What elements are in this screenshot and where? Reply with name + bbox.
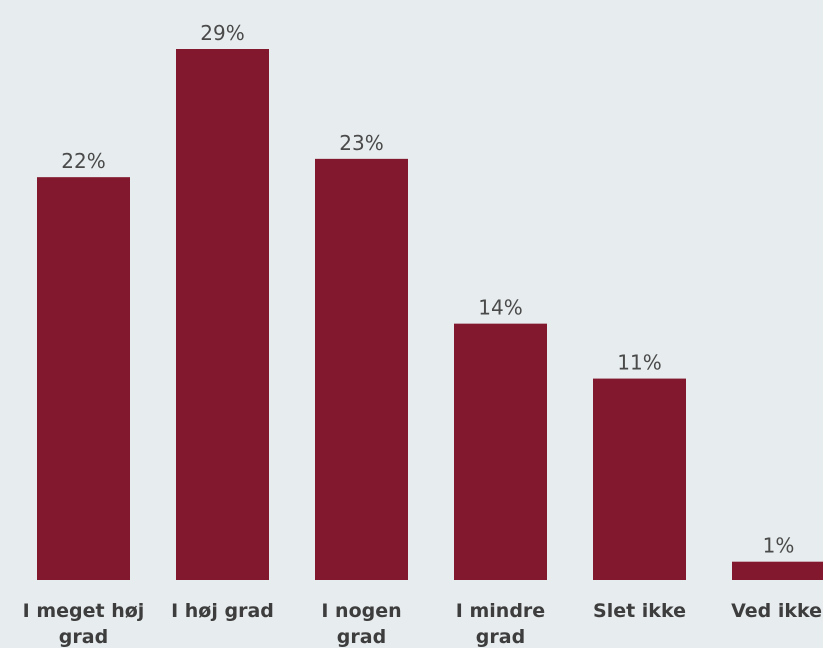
category-label-2-line-0: I nogen <box>321 600 401 622</box>
category-label-3-line-0: I mindre <box>456 600 545 622</box>
value-label-2: 23% <box>339 131 383 155</box>
category-label-0: I meget høj grad <box>23 600 145 648</box>
value-label-1: 29% <box>200 21 244 45</box>
category-label-2-line-1: grad <box>337 626 386 648</box>
bar-2 <box>315 158 408 581</box>
category-label-3: I mindre grad <box>456 600 545 648</box>
category-label-4-line-0: Slet ikke <box>593 600 686 622</box>
category-label-2: I nogen grad <box>321 600 401 648</box>
category-label-5: Ved ikke <box>731 600 822 622</box>
category-label-0-line-0: I meget høj <box>23 600 145 622</box>
category-label-5-line-0: Ved ikke <box>731 600 822 622</box>
bar-5 <box>732 561 823 580</box>
bar-1 <box>176 49 269 580</box>
value-label-5: 1% <box>763 534 795 558</box>
value-label-4: 11% <box>617 351 661 375</box>
value-label-group: 22% 29% 23% 14% 11% 1% <box>61 21 794 558</box>
value-label-0: 22% <box>61 149 105 173</box>
category-label-1: I høj grad <box>171 600 274 622</box>
category-label-0-line-1: grad <box>59 626 108 648</box>
bar-3 <box>454 323 547 580</box>
category-label-4: Slet ikke <box>593 600 686 622</box>
category-label-1-line-0: I høj grad <box>171 600 274 622</box>
value-label-3: 14% <box>478 296 522 320</box>
bar-group <box>37 49 823 581</box>
bar-0 <box>37 177 130 580</box>
category-label-3-line-1: grad <box>476 626 525 648</box>
bar-4 <box>593 378 686 580</box>
